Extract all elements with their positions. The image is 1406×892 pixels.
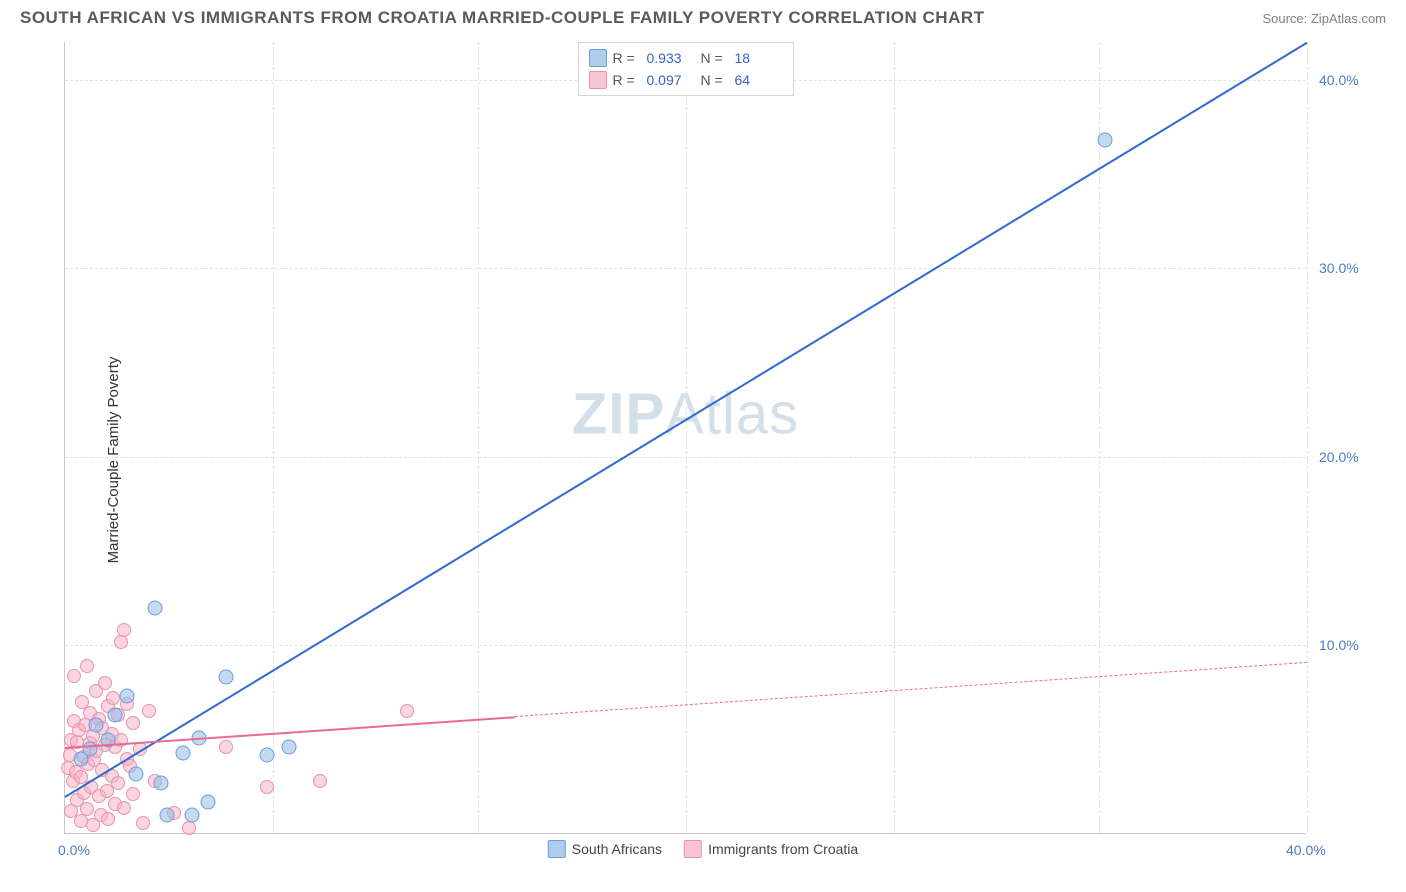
- scatter-point: [142, 704, 156, 718]
- x-axis-end-label: 40.0%: [1286, 842, 1326, 858]
- scatter-point: [117, 623, 131, 637]
- scatter-point: [154, 776, 169, 791]
- scatter-point: [120, 689, 135, 704]
- y-tick-label: 30.0%: [1319, 260, 1359, 276]
- scatter-point: [129, 766, 144, 781]
- y-tick-label: 20.0%: [1319, 449, 1359, 465]
- scatter-point: [185, 808, 200, 823]
- scatter-point: [260, 780, 274, 794]
- scatter-point: [80, 659, 94, 673]
- plot-area: ZIPAtlas R =0.933N =18R =0.097N =64 10.0…: [64, 42, 1306, 834]
- x-axis-origin-label: 0.0%: [58, 842, 90, 858]
- scatter-point: [126, 716, 140, 730]
- legend-swatch: [548, 840, 566, 858]
- scatter-point: [126, 787, 140, 801]
- n-label: N =: [701, 72, 729, 88]
- scatter-point: [80, 802, 94, 816]
- scatter-point: [98, 676, 112, 690]
- y-tick-label: 40.0%: [1319, 72, 1359, 88]
- legend-label: South Africans: [572, 841, 662, 857]
- r-label: R =: [613, 50, 641, 66]
- watermark-bold: ZIP: [572, 381, 665, 446]
- scatter-point: [101, 812, 115, 826]
- scatter-point: [175, 745, 190, 760]
- chart-title: SOUTH AFRICAN VS IMMIGRANTS FROM CROATIA…: [20, 8, 985, 28]
- scatter-point: [1098, 133, 1113, 148]
- scatter-point: [400, 704, 414, 718]
- scatter-point: [200, 794, 215, 809]
- n-value: 18: [735, 50, 783, 66]
- legend-item: Immigrants from Croatia: [684, 840, 858, 858]
- gridline-vertical: [686, 42, 687, 833]
- correlation-legend-row: R = 0.933 N = 18: [589, 47, 783, 69]
- scatter-point: [89, 717, 104, 732]
- legend-label: Immigrants from Croatia: [708, 841, 858, 857]
- scatter-point: [182, 821, 196, 835]
- gridline-vertical: [1099, 42, 1100, 833]
- scatter-point: [111, 776, 125, 790]
- legend-item: South Africans: [548, 840, 662, 858]
- scatter-point: [106, 691, 120, 705]
- scatter-point: [107, 708, 122, 723]
- r-label: R =: [613, 72, 641, 88]
- r-value: 0.097: [647, 72, 695, 88]
- scatter-point: [313, 774, 327, 788]
- scatter-point: [219, 670, 234, 685]
- source-attribution: Source: ZipAtlas.com: [1262, 11, 1386, 26]
- scatter-point: [160, 808, 175, 823]
- legend-swatch: [589, 49, 607, 67]
- scatter-point: [67, 669, 81, 683]
- series-legend: South Africans Immigrants from Croatia: [548, 840, 858, 858]
- gridline-vertical: [1307, 42, 1308, 833]
- legend-swatch: [684, 840, 702, 858]
- r-value: 0.933: [647, 50, 695, 66]
- scatter-point: [219, 740, 233, 754]
- regression-line: [515, 662, 1307, 717]
- scatter-point: [259, 747, 274, 762]
- y-tick-label: 10.0%: [1319, 637, 1359, 653]
- gridline-vertical: [273, 42, 274, 833]
- correlation-legend: R = 0.933 N = 18 R = 0.097 N = 64: [578, 42, 794, 96]
- correlation-legend-row: R = 0.097 N = 64: [589, 69, 783, 91]
- gridline-vertical: [894, 42, 895, 833]
- gridline-vertical: [478, 42, 479, 833]
- n-value: 64: [735, 72, 783, 88]
- chart-container: Married-Couple Family Poverty ZIPAtlas R…: [20, 38, 1386, 882]
- legend-swatch: [589, 71, 607, 89]
- scatter-point: [136, 816, 150, 830]
- n-label: N =: [701, 50, 729, 66]
- scatter-point: [117, 801, 131, 815]
- scatter-point: [281, 740, 296, 755]
- scatter-point: [148, 600, 163, 615]
